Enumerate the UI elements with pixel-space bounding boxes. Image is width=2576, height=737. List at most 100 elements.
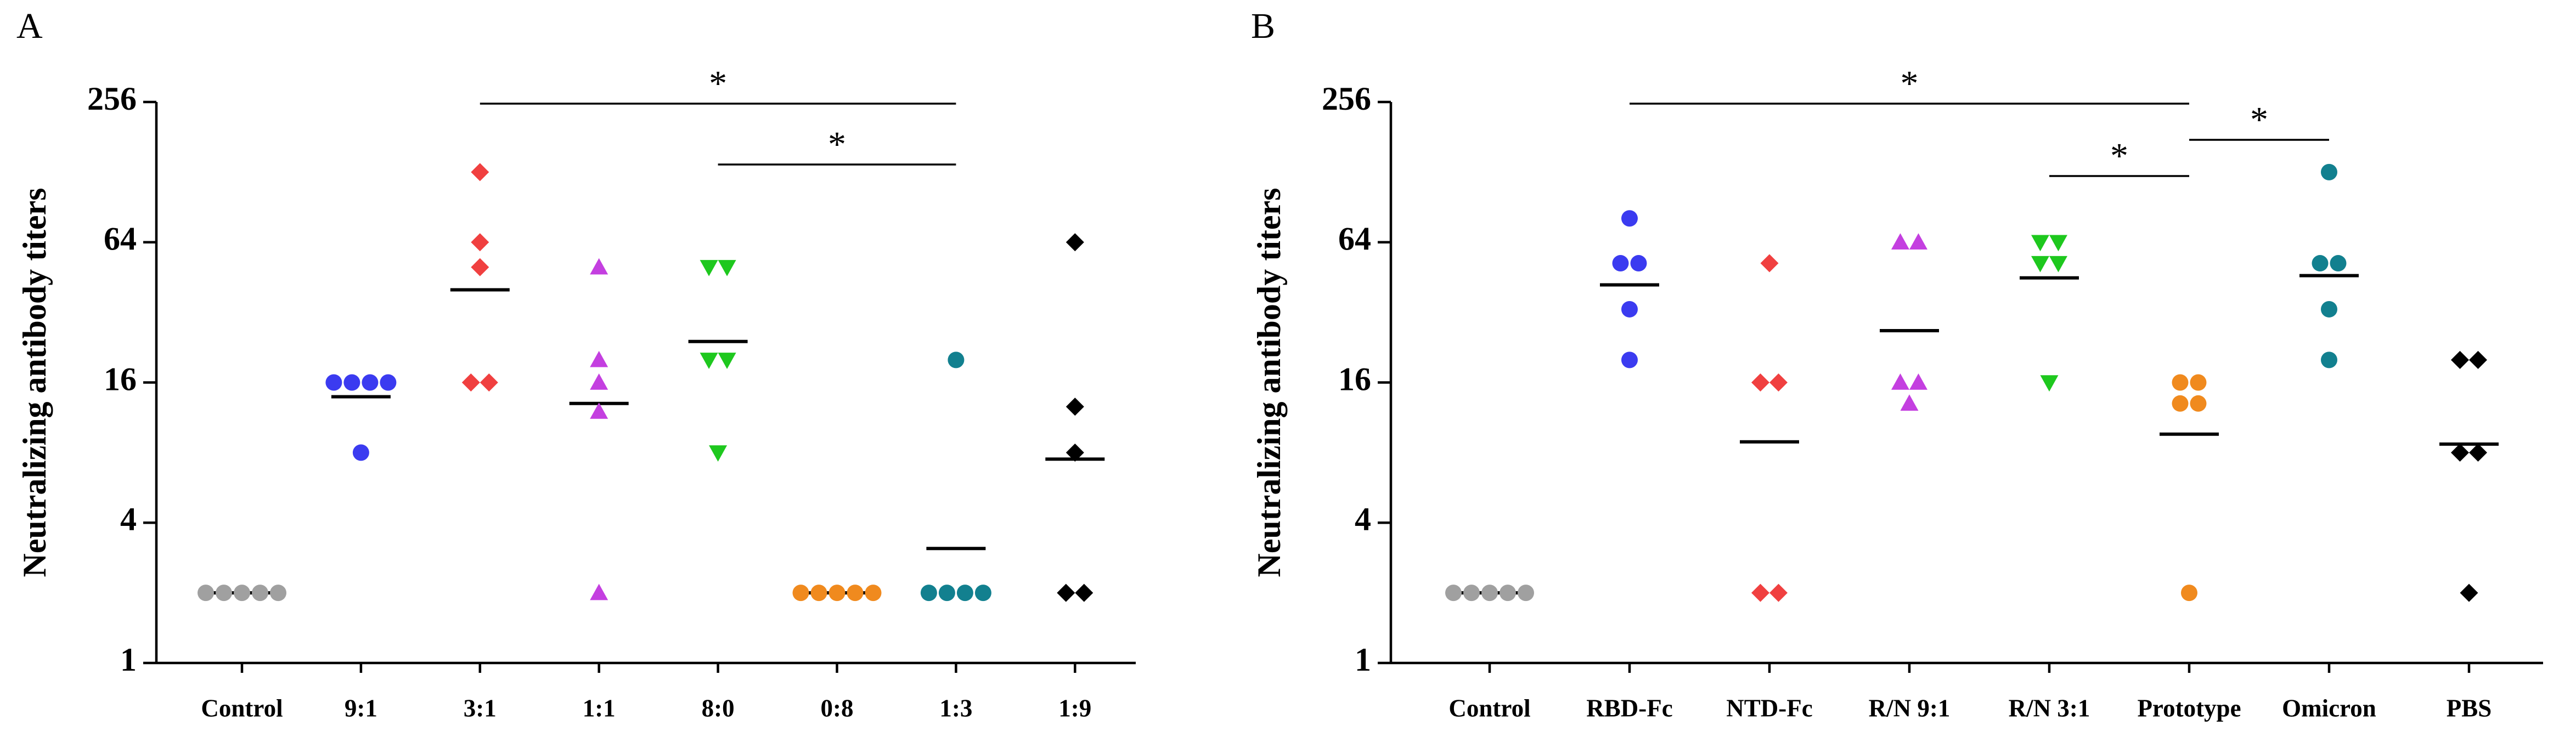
data-point <box>1463 585 1480 602</box>
data-point <box>362 374 379 391</box>
data-point <box>718 260 736 276</box>
x-tick-label: R/N 9:1 <box>1869 694 1951 722</box>
data-point <box>590 402 608 419</box>
significance-label: * <box>2110 136 2128 176</box>
data-point <box>847 585 864 602</box>
data-point <box>700 260 718 276</box>
significance-label: * <box>828 124 846 165</box>
data-point <box>1621 301 1638 318</box>
data-point <box>938 585 955 602</box>
y-tick-label: 4 <box>1355 501 1371 537</box>
y-tick-label: 64 <box>1338 221 1371 257</box>
significance-label: * <box>2250 100 2268 140</box>
data-point <box>1909 373 1927 390</box>
y-tick-label: 1 <box>120 642 137 678</box>
data-point <box>471 163 489 182</box>
data-point <box>1075 583 1093 602</box>
data-point <box>2190 374 2207 391</box>
data-point <box>700 353 718 369</box>
data-point <box>920 585 937 602</box>
data-point <box>1900 394 1919 411</box>
data-point <box>2451 350 2469 369</box>
y-tick-label: 4 <box>120 501 137 537</box>
data-point <box>2049 235 2067 252</box>
data-point <box>343 374 360 391</box>
data-point <box>1518 585 1534 602</box>
data-point <box>1066 443 1084 462</box>
x-tick-label: RBD-Fc <box>1586 694 1672 722</box>
data-point <box>718 353 736 369</box>
data-point <box>1909 233 1927 250</box>
data-point <box>1621 352 1638 368</box>
data-point <box>1066 233 1084 252</box>
y-tick-label: 256 <box>1322 81 1371 117</box>
y-tick-label: 64 <box>104 221 137 257</box>
x-tick-label: 0:8 <box>821 694 854 722</box>
data-point <box>380 374 397 391</box>
data-point <box>1769 583 1788 602</box>
data-point <box>792 585 809 602</box>
x-tick-label: NTD-Fc <box>1726 694 1812 722</box>
data-point <box>471 258 489 276</box>
data-point <box>810 585 827 602</box>
significance-label: * <box>1901 64 1919 104</box>
data-point <box>709 445 728 462</box>
data-point <box>252 585 268 602</box>
panel-label: A <box>16 6 43 46</box>
data-point <box>2469 443 2487 462</box>
data-point <box>828 585 845 602</box>
data-point <box>1891 373 1909 390</box>
data-point <box>2172 374 2189 391</box>
data-point <box>1630 255 1647 272</box>
y-axis-label: Neutralizing antibody titers <box>1251 188 1287 577</box>
data-point <box>1760 254 1779 273</box>
y-tick-label: 16 <box>1338 361 1371 397</box>
data-point <box>2312 255 2329 272</box>
data-point <box>216 585 232 602</box>
data-point <box>1057 583 1075 602</box>
data-point <box>2181 585 2197 602</box>
data-point <box>2321 163 2337 180</box>
x-tick-label: 1:3 <box>939 694 972 722</box>
y-tick-label: 1 <box>1355 642 1371 678</box>
data-point <box>2451 443 2469 462</box>
data-point <box>2469 350 2487 369</box>
x-tick-label: Prototype <box>2137 694 2241 722</box>
data-point <box>234 585 250 602</box>
data-point <box>2321 352 2337 368</box>
y-tick-label: 256 <box>87 81 137 117</box>
x-tick-label: Omicron <box>2282 694 2376 722</box>
x-tick-label: Control <box>1448 694 1530 722</box>
data-point <box>1445 585 1462 602</box>
x-tick-label: 8:0 <box>702 694 735 722</box>
data-point <box>2040 375 2059 392</box>
data-point <box>471 233 489 252</box>
data-point <box>1621 210 1638 227</box>
x-tick-label: 1:1 <box>583 694 616 722</box>
significance-label: * <box>709 64 727 104</box>
data-point <box>590 350 608 367</box>
data-point <box>1751 583 1769 602</box>
x-tick-label: 1:9 <box>1058 694 1091 722</box>
data-point <box>198 585 214 602</box>
data-point <box>1612 255 1629 272</box>
data-point <box>1500 585 1516 602</box>
data-point <box>1066 398 1084 416</box>
panel-label: B <box>1251 6 1275 46</box>
data-point <box>2330 255 2347 272</box>
data-point <box>590 373 608 390</box>
y-axis-label: Neutralizing antibody titers <box>16 188 53 577</box>
data-point <box>2190 395 2207 412</box>
data-point <box>325 374 342 391</box>
data-point <box>270 585 286 602</box>
x-tick-label: R/N 3:1 <box>2009 694 2090 722</box>
data-point <box>1891 233 1909 250</box>
data-point <box>2031 235 2049 252</box>
data-point <box>2460 583 2478 602</box>
x-tick-label: PBS <box>2447 694 2492 722</box>
data-point <box>974 585 991 602</box>
data-point <box>1751 373 1769 392</box>
data-point <box>1769 373 1788 392</box>
data-point <box>1481 585 1498 602</box>
